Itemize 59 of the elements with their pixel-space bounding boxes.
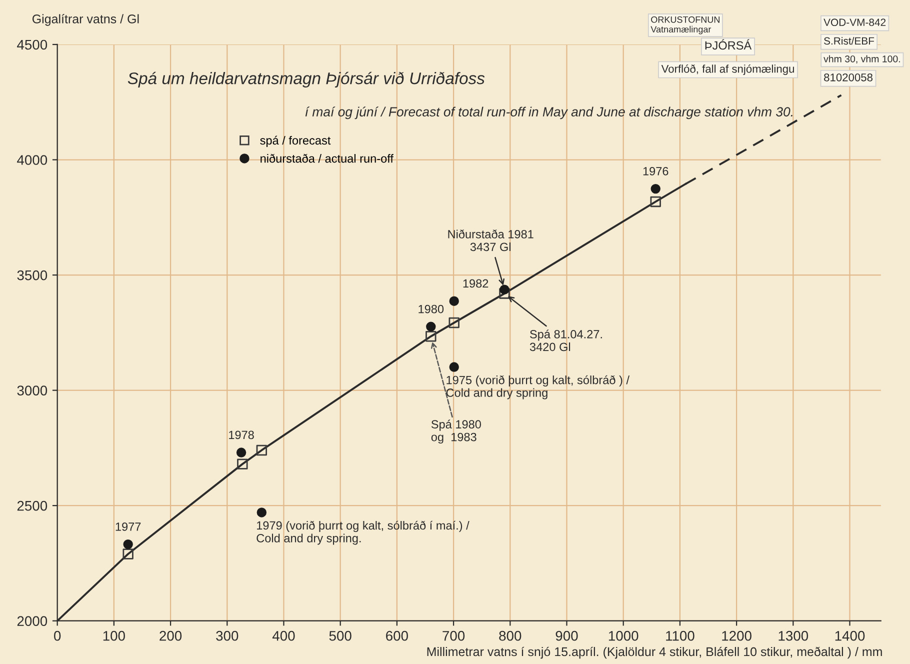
point — [123, 539, 133, 550]
annotation: 1982 — [463, 279, 488, 288]
point — [650, 184, 660, 194]
point — [426, 322, 436, 332]
x-tick-label: 200 — [160, 630, 182, 641]
annotation: ÞJÓRSÁ — [705, 39, 752, 50]
annotation: vhm 30, vhm 100. — [824, 55, 900, 64]
y-axis-title: Gigalítrar vatns / Gl — [32, 14, 139, 26]
x-tick-label: 600 — [386, 630, 408, 641]
x-tick-label: 1100 — [666, 630, 694, 641]
point — [449, 362, 459, 372]
x-tick-label: 100 — [103, 630, 125, 641]
annotation: Niðurstaða 1981 3437 Gl — [448, 230, 534, 252]
annotation: 1979 (vorið þurrt og kalt, sólbráð í maí.) / Cold and dry spring. — [256, 520, 470, 545]
annotation: Vorflóð, fall af snjómælingu — [661, 64, 794, 75]
x-tick-label: 700 — [442, 630, 465, 641]
legend-label: niðurstaða / actual run-off — [260, 154, 394, 163]
y-tick-label: 2500 — [17, 500, 48, 511]
point — [449, 296, 459, 306]
text: VOD-VM-842 — [824, 18, 886, 26]
point — [122, 548, 134, 560]
point — [499, 288, 510, 299]
annotation: 1975 (vorið þurrt og kalt, sólbráð ) / Cold and dry spring — [446, 375, 630, 400]
annotation: 1976 — [643, 167, 668, 176]
annotation: Spá 1980 og 1983 — [431, 420, 481, 444]
text: í maí og júní / Forecast of total run-off in May and June at discharge station vhm 30. — [305, 106, 792, 120]
y-tick-label: 2000 — [17, 616, 48, 626]
x-tick-label: 1200 — [722, 630, 752, 641]
x-tick-label: 1000 — [608, 630, 638, 641]
point — [500, 284, 510, 294]
y-tick-label: 4500 — [17, 40, 48, 50]
legend-label: spá / forecast — [260, 136, 331, 147]
point — [256, 444, 268, 456]
y-tick-label: 3500 — [17, 270, 48, 280]
annotation: Spá 81.04.27. 3420 Gl — [530, 330, 602, 352]
point — [426, 331, 436, 342]
annotation: 1980 — [418, 304, 444, 314]
y-tick-label: 4000 — [17, 155, 48, 165]
x-tick-label: 1300 — [778, 630, 808, 641]
text: ORKUSTOFNUN Vatnamælingar — [650, 16, 720, 34]
x-axis-title: Millimetrar vatns í snjó 15.apríl. (Kjalöldur 4 stikur, Bláfell 10 stikur, meðaltal ) / mm — [427, 646, 882, 659]
y-tick-label: 3000 — [17, 386, 48, 396]
x-tick-label: 500 — [329, 630, 352, 641]
text: Spá um heildarvatnsmagn Þjórsár við Urriðafoss — [128, 72, 485, 88]
x-tick-label: 0 — [54, 630, 61, 641]
x-tick-label: 300 — [216, 630, 238, 641]
point — [448, 317, 460, 328]
point — [650, 196, 661, 208]
point — [236, 448, 246, 458]
point — [256, 508, 267, 518]
point — [237, 458, 248, 470]
annotation: 1978 — [229, 430, 254, 440]
annotation: 1977 — [116, 522, 141, 531]
x-tick-label: 400 — [272, 630, 295, 641]
x-tick-label: 800 — [499, 630, 522, 641]
x-tick-label: 1400 — [835, 630, 865, 641]
annotation: 81020058 — [824, 73, 872, 82]
x-tick-label: 900 — [556, 630, 578, 641]
annotation: S.Rist/EBF — [824, 36, 874, 45]
